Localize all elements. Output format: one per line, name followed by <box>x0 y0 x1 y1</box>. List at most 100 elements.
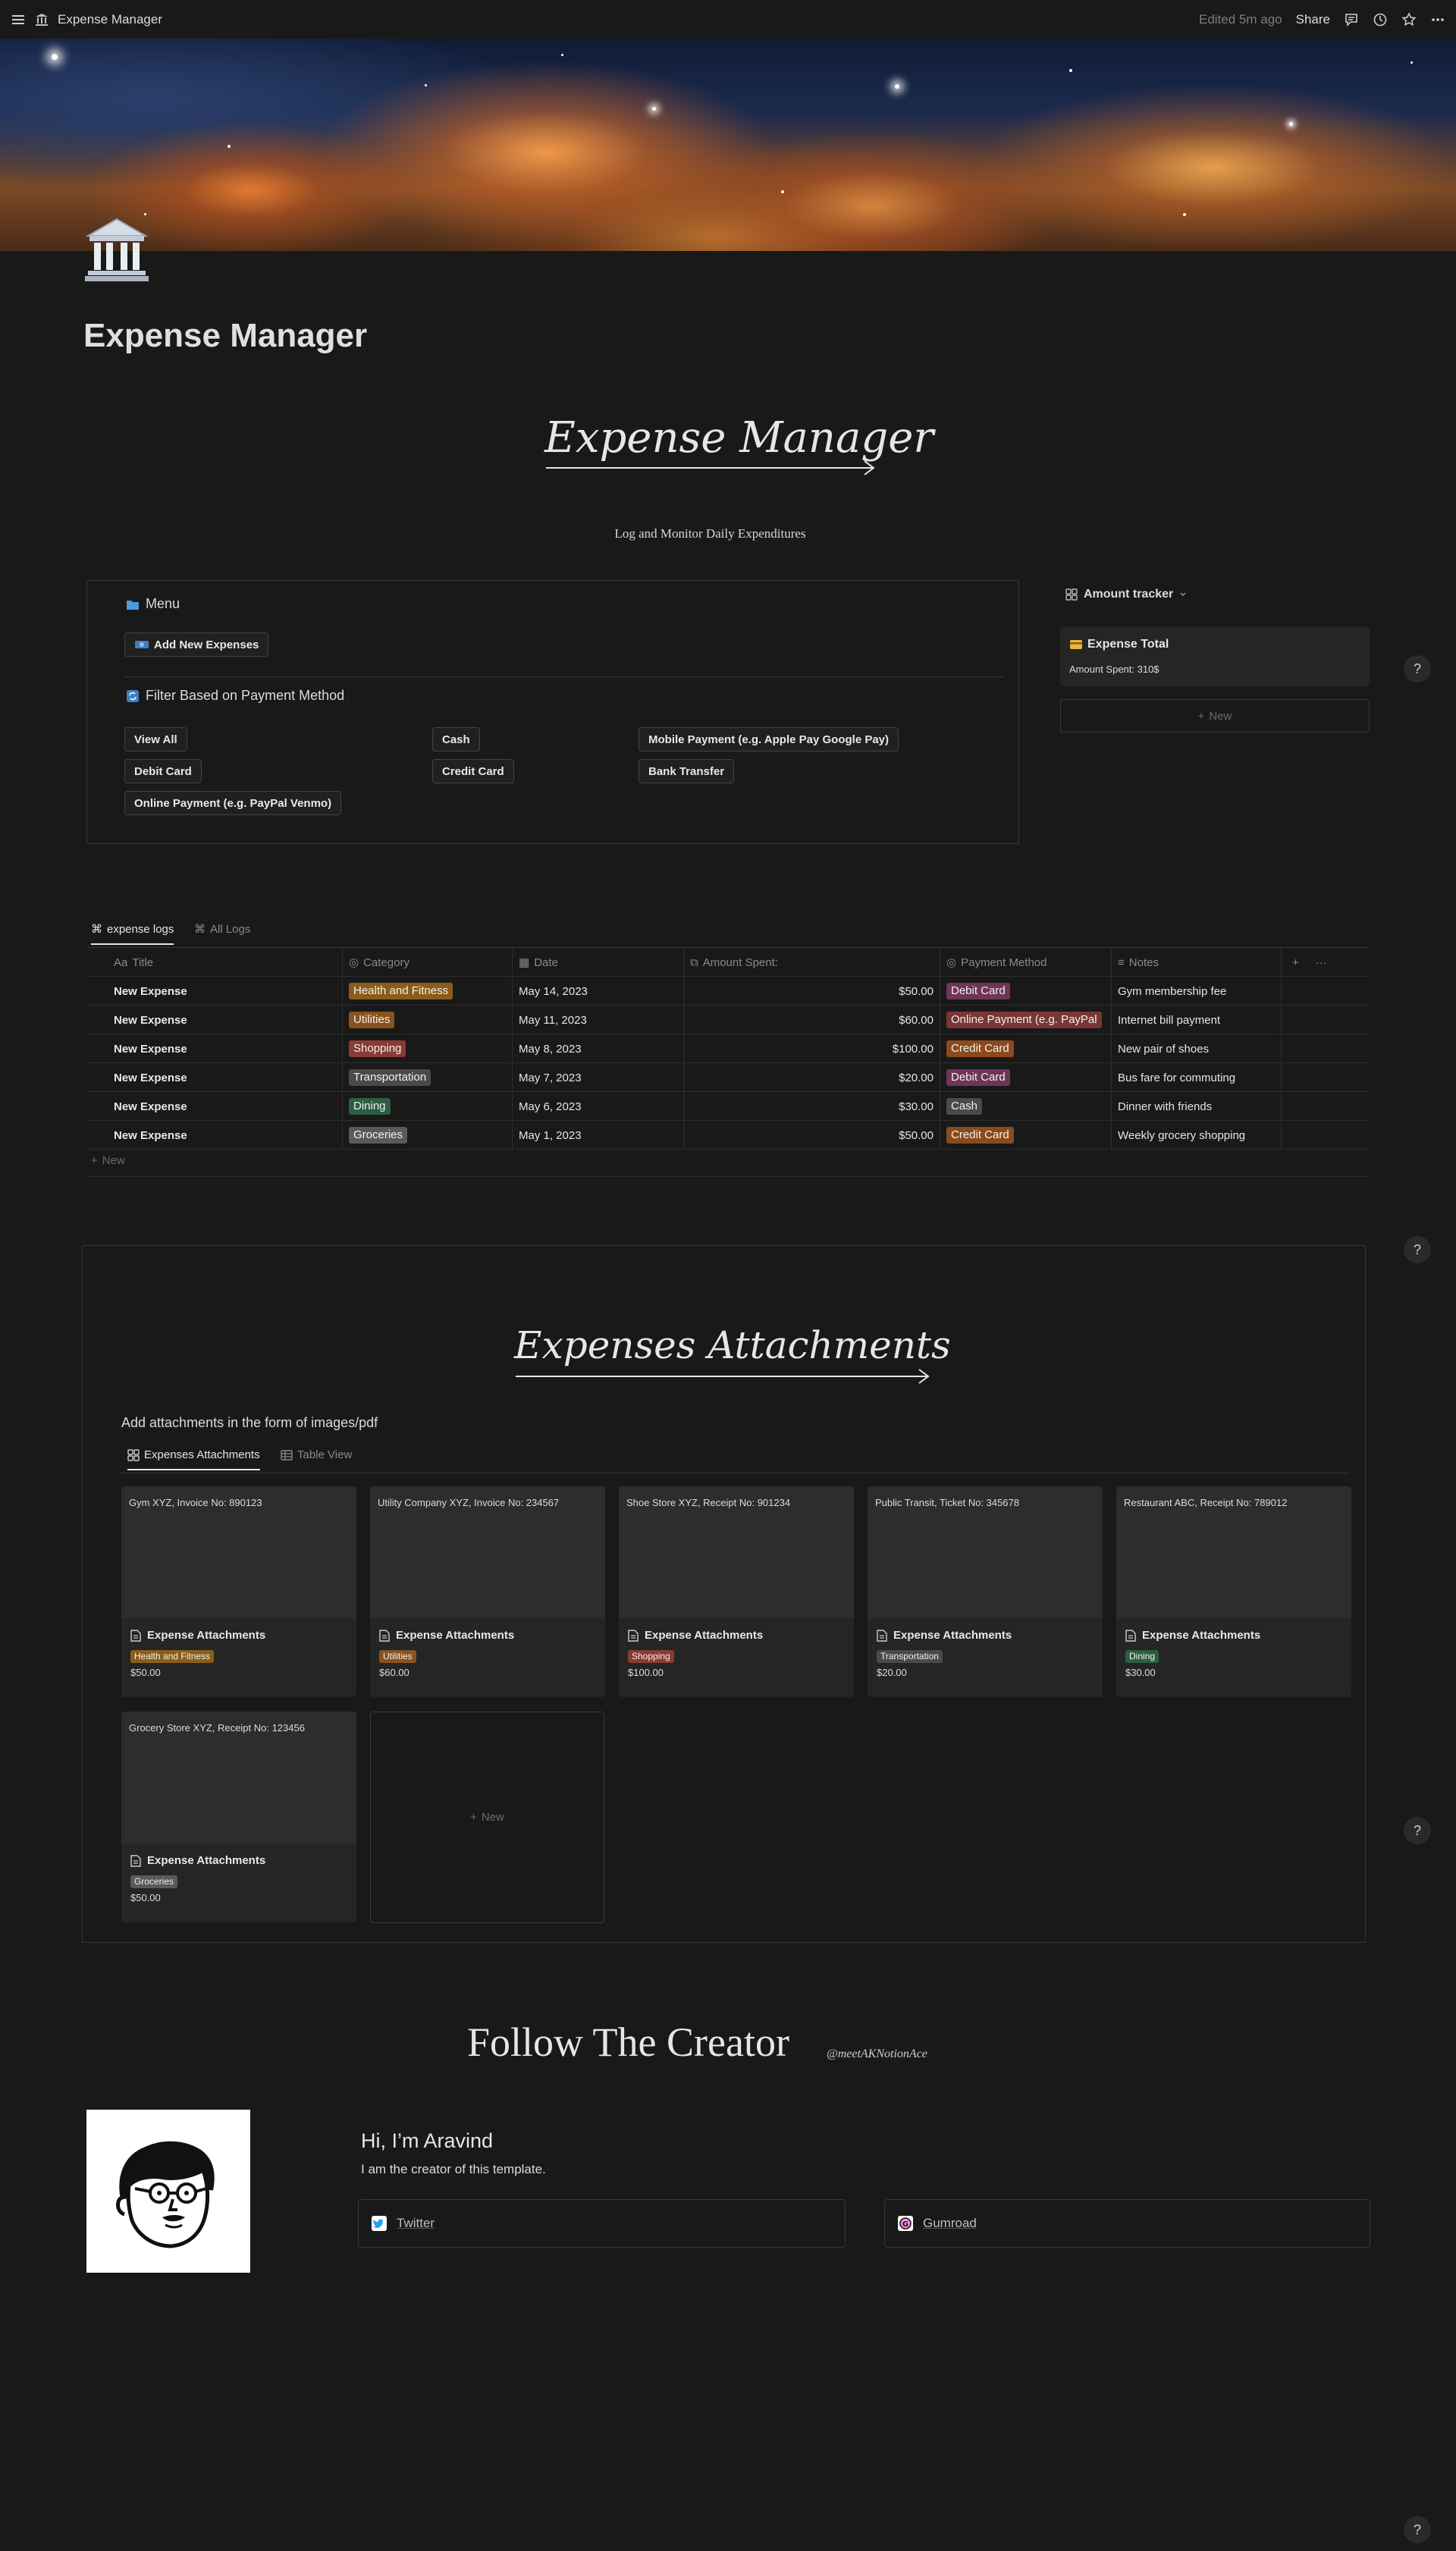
payment-method-cell[interactable]: Cash <box>940 1092 1112 1121</box>
table-row[interactable]: New Expense Groceries May 1, 2023 $50.00 Cre… <box>86 1121 1370 1150</box>
column-amount[interactable]: ⧉ Amount Spent: <box>684 948 940 977</box>
category-cell[interactable]: Health and Fitness <box>343 977 513 1006</box>
sidebar-menu-icon[interactable] <box>11 12 26 27</box>
empty-cell[interactable] <box>1282 977 1370 1006</box>
amount-cell[interactable]: $50.00 <box>684 1121 940 1150</box>
notes-cell[interactable]: Weekly grocery shopping <box>1112 1121 1282 1150</box>
notes-cell[interactable]: New pair of shoes <box>1112 1034 1282 1063</box>
amount-cell[interactable]: $30.00 <box>684 1092 940 1121</box>
tab-all-logs[interactable]: ⌘ All Logs <box>194 922 250 937</box>
help-button[interactable]: ? <box>1404 2516 1431 2543</box>
breadcrumb[interactable]: Expense Manager <box>58 11 162 27</box>
notes-cell[interactable]: Internet bill payment <box>1112 1006 1282 1034</box>
title-cell[interactable]: New Expense <box>86 1092 343 1121</box>
filter-credit-card-button[interactable]: Credit Card <box>432 759 514 783</box>
twitter-link[interactable]: Twitter <box>358 2199 846 2248</box>
table-new-row-button[interactable]: + New <box>91 1154 125 1167</box>
column-date[interactable]: ▦ Date <box>513 948 684 977</box>
empty-cell[interactable] <box>1282 1006 1370 1034</box>
title-cell[interactable]: New Expense <box>86 1006 343 1034</box>
more-icon[interactable] <box>1430 12 1445 27</box>
gumroad-link[interactable]: G Gumroad <box>884 2199 1370 2248</box>
payment-method-cell[interactable]: Debit Card <box>940 977 1112 1006</box>
attachment-card[interactable]: Grocery Store XYZ, Receipt No: 123456 Ex… <box>121 1712 356 1922</box>
attachment-card[interactable]: Restaurant ABC, Receipt No: 789012 Expen… <box>1116 1486 1351 1697</box>
row-title[interactable]: New Expense <box>114 1100 187 1113</box>
category-cell[interactable]: Dining <box>343 1092 513 1121</box>
category-cell[interactable]: Shopping <box>343 1034 513 1063</box>
table-row[interactable]: New Expense Dining May 6, 2023 $30.00 Cash Di… <box>86 1092 1370 1121</box>
empty-cell[interactable] <box>1282 1121 1370 1150</box>
title-cell[interactable]: New Expense <box>86 1034 343 1063</box>
date-cell[interactable]: May 6, 2023 <box>513 1092 684 1121</box>
row-title[interactable]: New Expense <box>114 1071 187 1084</box>
filter-mobile-payment-button[interactable]: Mobile Payment (e.g. Apple Pay Google Pa… <box>639 727 899 751</box>
tab-table-view[interactable]: Table View <box>281 1448 352 1461</box>
table-row[interactable]: New Expense Transportation May 7, 2023 $20.… <box>86 1063 1370 1092</box>
expense-total-card[interactable]: Expense Total Amount Spent: 310$ <box>1060 627 1370 686</box>
filter-view-all-button[interactable]: View All <box>124 727 187 751</box>
attachment-card[interactable]: Gym XYZ, Invoice No: 890123 Expense Atta… <box>121 1486 356 1697</box>
category-cell[interactable]: Transportation <box>343 1063 513 1092</box>
cover-image[interactable] <box>0 39 1456 251</box>
attachment-card[interactable]: Utility Company XYZ, Invoice No: 234567 … <box>370 1486 605 1697</box>
column-title[interactable]: Aa Title <box>86 948 343 977</box>
amount-cell[interactable]: $100.00 <box>684 1034 940 1063</box>
more-icon[interactable]: ··· <box>1315 955 1327 969</box>
page-bank-icon[interactable] <box>82 215 152 284</box>
row-title[interactable]: New Expense <box>114 984 187 998</box>
category-cell[interactable]: Groceries <box>343 1121 513 1150</box>
column-notes[interactable]: ≡ Notes <box>1112 948 1282 977</box>
filter-online-payment-button[interactable]: Online Payment (e.g. PayPal Venmo) <box>124 791 342 815</box>
filter-bank-transfer-button[interactable]: Bank Transfer <box>639 759 735 783</box>
attachment-card[interactable]: Public Transit, Ticket No: 345678 Expens… <box>868 1486 1103 1697</box>
payment-method-cell[interactable]: Credit Card <box>940 1034 1112 1063</box>
help-button[interactable]: ? <box>1404 655 1431 682</box>
help-button[interactable]: ? <box>1404 1236 1431 1263</box>
title-cell[interactable]: New Expense <box>86 977 343 1006</box>
history-icon[interactable] <box>1373 12 1388 27</box>
column-payment-method[interactable]: ◎ Payment Method <box>940 948 1112 977</box>
title-cell[interactable]: New Expense <box>86 1063 343 1092</box>
amount-tracker-heading[interactable]: Amount tracker <box>1065 588 1187 601</box>
tab-expenses-attachments[interactable]: Expenses Attachments <box>127 1448 260 1470</box>
attachment-card[interactable]: Shoe Store XYZ, Receipt No: 901234 Expen… <box>619 1486 854 1697</box>
amount-cell[interactable]: $60.00 <box>684 1006 940 1034</box>
date-cell[interactable]: May 1, 2023 <box>513 1121 684 1150</box>
title-cell[interactable]: New Expense <box>86 1121 343 1150</box>
empty-cell[interactable] <box>1282 1034 1370 1063</box>
payment-method-cell[interactable]: Debit Card <box>940 1063 1112 1092</box>
row-title[interactable]: New Expense <box>114 1128 187 1142</box>
payment-method-cell[interactable]: Credit Card <box>940 1121 1112 1150</box>
notes-cell[interactable]: Dinner with friends <box>1112 1092 1282 1121</box>
gallery-new-card-button[interactable]: + New <box>370 1712 604 1923</box>
notes-cell[interactable]: Gym membership fee <box>1112 977 1282 1006</box>
date-cell[interactable]: May 8, 2023 <box>513 1034 684 1063</box>
notes-cell[interactable]: Bus fare for commuting <box>1112 1063 1282 1092</box>
row-title[interactable]: New Expense <box>114 1042 187 1056</box>
payment-method-cell[interactable]: Online Payment (e.g. PayPal <box>940 1006 1112 1034</box>
date-cell[interactable]: May 14, 2023 <box>513 977 684 1006</box>
date-cell[interactable]: May 7, 2023 <box>513 1063 684 1092</box>
comment-icon[interactable] <box>1344 12 1359 27</box>
help-button[interactable]: ? <box>1404 1817 1431 1844</box>
table-row[interactable]: New Expense Utilities May 11, 2023 $60.00 On… <box>86 1006 1370 1034</box>
empty-cell[interactable] <box>1282 1092 1370 1121</box>
empty-cell[interactable] <box>1282 1063 1370 1092</box>
share-button[interactable]: Share <box>1295 11 1330 27</box>
column-category[interactable]: ◎ Category <box>343 948 513 977</box>
row-title[interactable]: New Expense <box>114 1013 187 1027</box>
filter-debit-card-button[interactable]: Debit Card <box>124 759 202 783</box>
tab-expense-logs[interactable]: ⌘ expense logs <box>91 922 174 945</box>
table-row[interactable]: New Expense Health and Fitness May 14, 202… <box>86 977 1370 1006</box>
amount-cell[interactable]: $50.00 <box>684 977 940 1006</box>
amount-cell[interactable]: $20.00 <box>684 1063 940 1092</box>
category-cell[interactable]: Utilities <box>343 1006 513 1034</box>
table-row[interactable]: New Expense Shopping May 8, 2023 $100.00 Cre… <box>86 1034 1370 1063</box>
star-icon[interactable] <box>1401 11 1417 27</box>
date-cell[interactable]: May 11, 2023 <box>513 1006 684 1034</box>
filter-cash-button[interactable]: Cash <box>432 727 480 751</box>
add-column-icon[interactable]: + <box>1292 955 1299 969</box>
add-new-expenses-button[interactable]: Add New Expenses <box>124 632 269 657</box>
tracker-new-button[interactable]: + New <box>1060 699 1370 733</box>
